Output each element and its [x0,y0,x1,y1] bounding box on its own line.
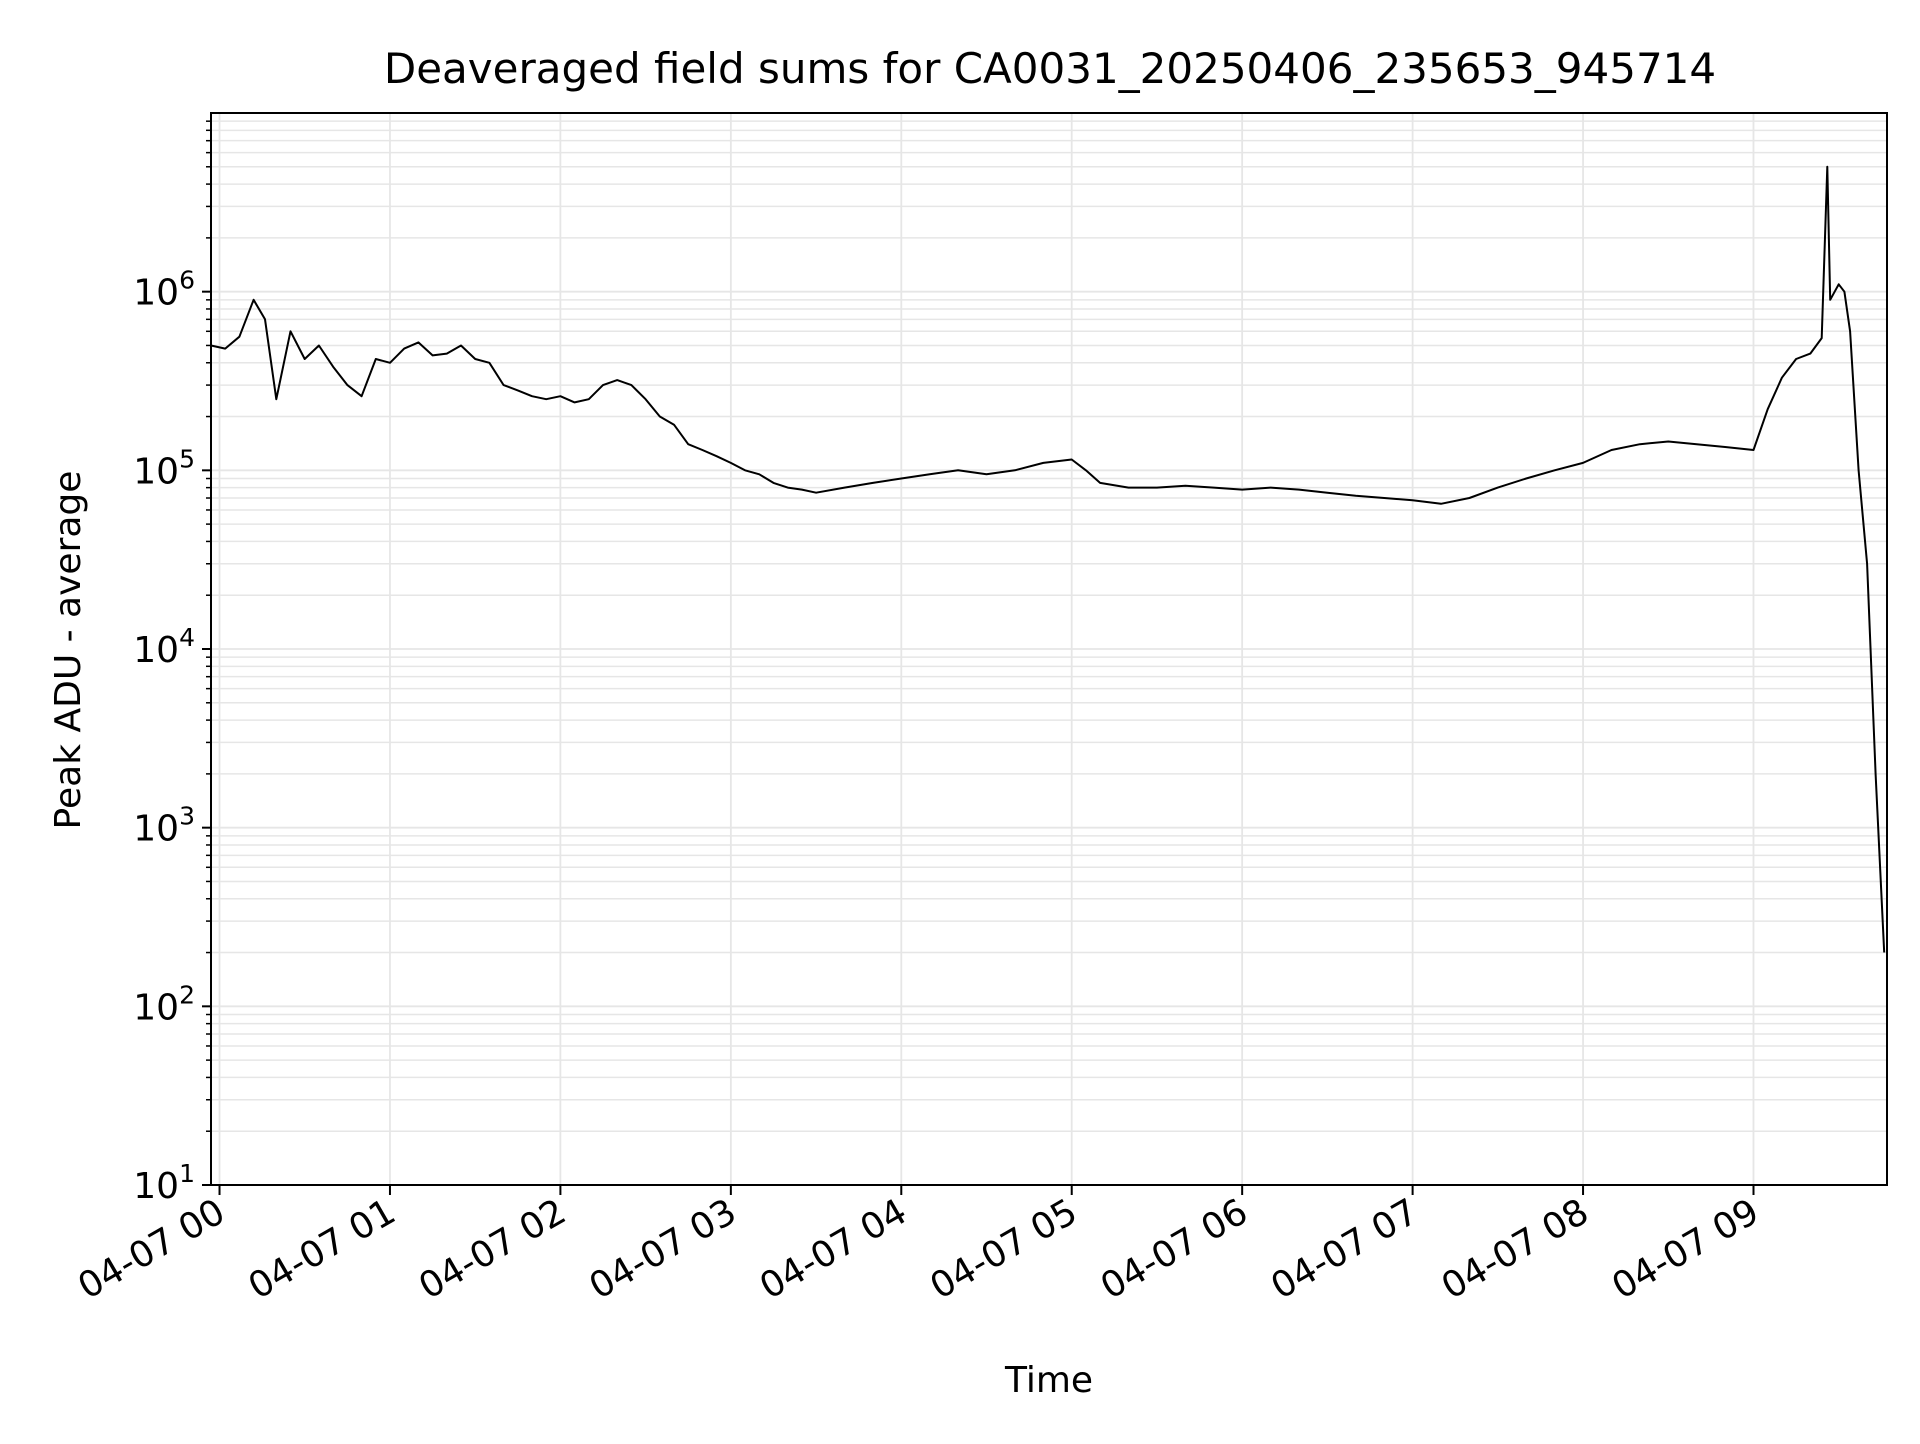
x-tick-label: 04-07 07 [1264,1191,1425,1307]
y-axis-label: Peak ADU - average [48,471,89,830]
x-tick-label: 04-07 03 [583,1191,744,1307]
series-line [210,165,1886,953]
y-tick-label: 106 [133,266,195,314]
x-tick-label: 04-07 00 [71,1191,232,1307]
series-layer [210,165,1886,953]
x-tick-label: 04-07 02 [412,1191,573,1307]
x-tick-label: 04-07 08 [1435,1191,1596,1307]
y-axis: 101 102 103 104 105 106 [133,120,211,1207]
x-tick-label: 04-07 09 [1605,1191,1766,1307]
x-axis-label: Time [1004,1360,1093,1401]
y-tick-label: 102 [133,980,195,1028]
x-tick-label: 04-07 05 [924,1191,1085,1307]
x-tick-label: 04-07 06 [1094,1191,1255,1307]
y-tick-label: 104 [133,623,195,671]
x-tick-label: 04-07 04 [753,1191,914,1307]
y-tick-label: 103 [133,802,195,850]
y-tick-label: 105 [133,444,195,492]
x-axis: 04-07 00 04-07 01 04-07 02 04-07 03 04-07 04… [71,1185,1766,1308]
x-tick-label: 04-07 01 [242,1191,403,1307]
chart-title: Deaveraged field sums for CA0031_2025040… [384,44,1716,93]
y-tick-label: 101 [133,1159,195,1207]
grid [211,113,1887,1186]
